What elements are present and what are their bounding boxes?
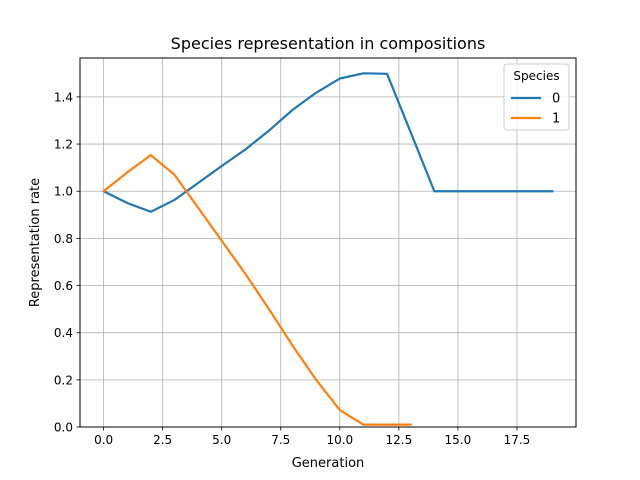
y-tick-label: 1.2 <box>54 138 73 152</box>
series-line-0 <box>102 72 554 213</box>
legend-label-series-0: 0 <box>552 92 560 107</box>
x-tick-label: 5.0 <box>212 433 231 447</box>
chart-title: Species representation in compositions <box>171 34 486 53</box>
y-tick-label: 0.4 <box>54 326 73 340</box>
y-tick-label: 1.0 <box>54 185 73 199</box>
x-tick-label: 0.0 <box>94 433 113 447</box>
x-tick-label: 17.5 <box>504 433 531 447</box>
x-tick-label: 10.0 <box>326 433 353 447</box>
y-axis-label: Representation rate <box>28 178 43 307</box>
x-tick-label: 12.5 <box>385 433 412 447</box>
y-tick-label: 0.2 <box>54 373 73 387</box>
series-line-1 <box>102 154 412 426</box>
series-layer <box>102 72 554 426</box>
ticks-layer: 0.0 2.5 5.0 7.5 10.0 12.5 15.0 17.5 0.0 0.2 0.4 0.6… <box>54 90 530 447</box>
grid-layer <box>80 58 576 428</box>
legend-title: Species <box>513 69 559 83</box>
y-tick-label: 1.4 <box>54 90 73 104</box>
x-axis-label: Generation <box>292 456 365 471</box>
x-tick-label: 2.5 <box>153 433 172 447</box>
legend: Species 0 1 <box>503 63 570 131</box>
x-tick-label: 15.0 <box>445 433 472 447</box>
x-tick-label: 7.5 <box>271 433 290 447</box>
y-tick-label: 0.8 <box>54 232 73 246</box>
plot-area-frame <box>79 57 577 428</box>
y-tick-label: 0.0 <box>54 421 73 435</box>
y-tick-label: 0.6 <box>54 279 73 293</box>
legend-label-series-1: 1 <box>552 112 560 127</box>
